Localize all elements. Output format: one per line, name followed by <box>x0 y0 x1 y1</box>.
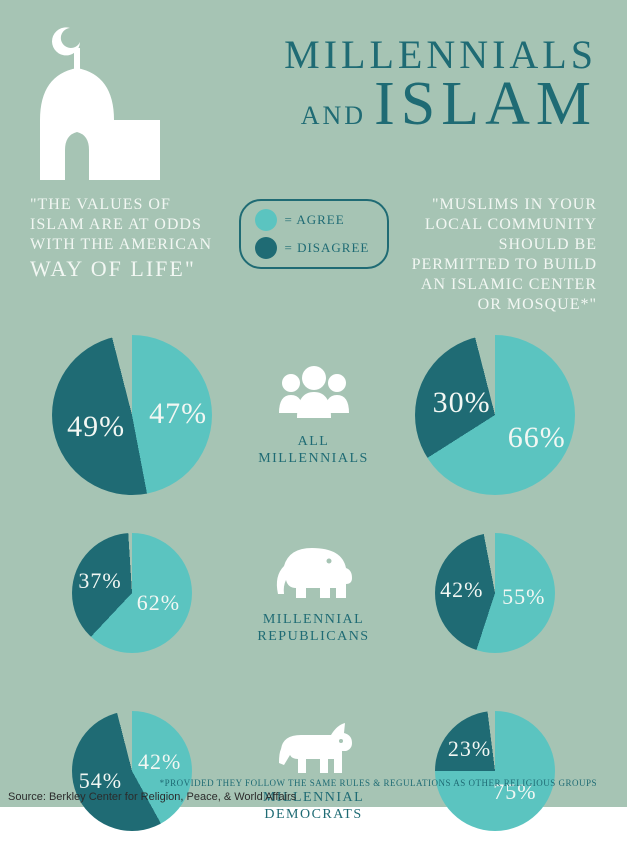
pie-chart: 75%23% <box>435 711 555 831</box>
pie-left: 42%54% <box>30 711 234 831</box>
pie-chart: 66% 30% <box>415 335 575 495</box>
legend-agree: = AGREE <box>255 209 373 231</box>
questions-row: "THE VALUES OF ISLAM ARE AT ODDS WITH TH… <box>30 195 597 315</box>
question-right: "MUSLIMS IN YOUR LOCAL COMMUNITY SHOULD … <box>399 195 598 315</box>
pie-disagree-label: 37% <box>78 568 121 594</box>
pie-right: 66% 30% <box>394 335 598 495</box>
legend-agree-label: = AGREE <box>285 212 345 228</box>
legend-disagree-dot <box>255 237 277 259</box>
elephant-icon <box>269 541 359 606</box>
pie-disagree-label: 42% <box>440 577 483 603</box>
question-left-pre: "THE VALUES OF ISLAM ARE AT ODDS WITH TH… <box>30 196 212 253</box>
pie-chart: 42%54% <box>72 711 192 831</box>
group-cell: MILLENNIAL DEMOCRATS <box>244 719 384 824</box>
group-label: MILLENNIAL REPUBLICANS <box>244 612 384 646</box>
question-left: "THE VALUES OF ISLAM ARE AT ODDS WITH TH… <box>30 195 229 283</box>
pie-disagree-label: 30% <box>433 386 491 420</box>
page-root: MILLENNIALS AND ISLAM "THE VALUES OF ISLA… <box>0 0 627 807</box>
legend-disagree: = DISAGREE <box>255 237 373 259</box>
pie-left: 47% 49% <box>30 335 234 495</box>
legend-agree-dot <box>255 209 277 231</box>
title-and: AND <box>301 101 366 131</box>
legend: = AGREE = DISAGREE <box>239 199 389 269</box>
title-line1: MILLENNIALS <box>190 35 597 75</box>
pie-chart: 62% 37% <box>72 533 192 653</box>
title-line2: ISLAM <box>374 75 597 134</box>
pie-agree-label: 66% <box>508 421 566 455</box>
group-cell: MILLENNIAL REPUBLICANS <box>244 541 384 646</box>
pie-chart: 55% 42% <box>435 533 555 653</box>
group-label: ALL MILLENNIALS <box>244 434 384 468</box>
question-left-emph: WAY OF LIFE" <box>30 255 229 283</box>
legend-disagree-label: = DISAGREE <box>285 240 370 256</box>
question-right-text: "MUSLIMS IN YOUR LOCAL COMMUNITY SHOULD … <box>412 196 597 313</box>
mosque-icon <box>30 20 170 180</box>
title-block: MILLENNIALS AND ISLAM <box>190 20 597 134</box>
pie-disagree-label: 23% <box>448 736 491 762</box>
title-line2-row: AND ISLAM <box>190 75 597 134</box>
pie-agree-label: 47% <box>149 397 207 431</box>
group-cell: ALL MILLENNIALS <box>244 363 384 468</box>
footnote: *PROVIDED THEY FOLLOW THE SAME RULES & R… <box>160 778 597 789</box>
pie-agree-label: 55% <box>502 584 545 610</box>
people-icon <box>269 363 359 428</box>
source-text: Source: Berkley Center for Religion, Pea… <box>8 791 296 803</box>
pie-chart: 47% 49% <box>52 335 212 495</box>
pie-left: 62% 37% <box>30 533 234 653</box>
header: MILLENNIALS AND ISLAM <box>30 20 597 180</box>
pie-agree-label: 42% <box>138 749 181 775</box>
pie-grid: 47% 49% ALL MILLENNIALS 66% 30% 62% 37% MILLENN… <box>30 335 597 851</box>
pie-right: 55% 42% <box>394 533 598 653</box>
pie-right: 75%23% <box>394 711 598 831</box>
pie-agree-label: 62% <box>137 590 180 616</box>
donkey-icon <box>269 719 359 784</box>
pie-disagree-label: 49% <box>67 410 125 444</box>
